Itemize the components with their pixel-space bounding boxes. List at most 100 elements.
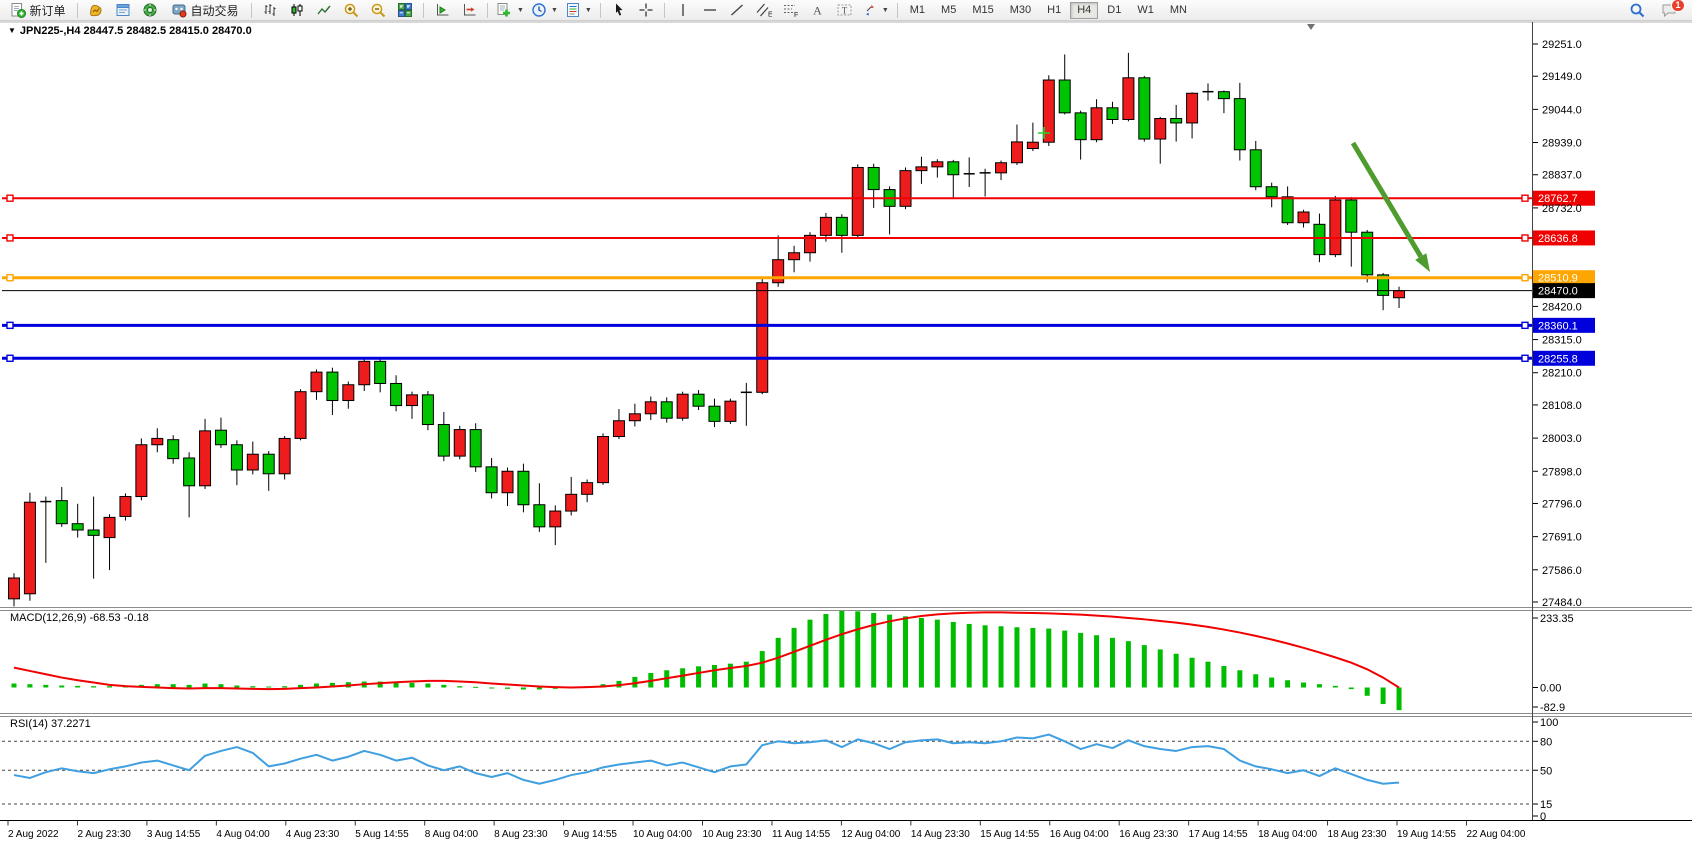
- bid-price-label: 28470.0: [1538, 286, 1578, 298]
- periods-button[interactable]: ▼: [528, 0, 561, 21]
- bear-candle: [1313, 223, 1326, 256]
- plus-marker[interactable]: [1038, 127, 1050, 139]
- arrows-button[interactable]: ▼: [859, 0, 892, 21]
- line-handle[interactable]: [6, 274, 14, 282]
- arrows-dropdown-caret[interactable]: ▼: [881, 6, 889, 14]
- line-handle[interactable]: [1521, 354, 1529, 362]
- bear-candle: [87, 529, 100, 536]
- cursor-button[interactable]: [606, 0, 632, 21]
- text-button[interactable]: A: [805, 0, 831, 21]
- line-chart-button[interactable]: [311, 0, 337, 21]
- macd-histogram-bar: [759, 651, 765, 688]
- timeframe-h1[interactable]: H1: [1047, 3, 1062, 16]
- price-tick-label: 28108.0: [1542, 400, 1582, 412]
- timeframe-h4[interactable]: H4: [1070, 1, 1099, 19]
- bull-candle: [1042, 79, 1055, 143]
- tile-windows-button[interactable]: [392, 0, 418, 21]
- periods-dropdown-caret[interactable]: ▼: [550, 6, 558, 14]
- autotrading-icon: [172, 4, 187, 18]
- macd-histogram-bar: [871, 613, 877, 688]
- data-window-button[interactable]: [110, 0, 136, 21]
- line-handle[interactable]: [6, 234, 14, 242]
- navigator-button[interactable]: [137, 0, 163, 21]
- timeframe-m1[interactable]: M1: [909, 3, 926, 16]
- chart-shift-marker[interactable]: [1307, 24, 1315, 30]
- price-tick-label: 29251.0: [1542, 39, 1582, 51]
- trendline-button[interactable]: [724, 0, 750, 21]
- time-scale[interactable]: [0, 821, 1530, 845]
- line-handle[interactable]: [1521, 194, 1529, 202]
- bull-candle: [899, 170, 912, 207]
- line-handle[interactable]: [1521, 234, 1529, 242]
- bull-candle: [23, 501, 36, 595]
- templates-button[interactable]: ▼: [562, 0, 595, 21]
- timeframe-m30[interactable]: M30: [1009, 3, 1032, 16]
- bull-candle: [995, 162, 1008, 174]
- timeframe-d1[interactable]: D1: [1107, 3, 1122, 16]
- autotrading-button[interactable]: 自动交易: [164, 0, 246, 21]
- line-handle[interactable]: [1521, 274, 1529, 282]
- trend-arrow-head[interactable]: [1415, 253, 1430, 272]
- horizontal-line-button[interactable]: [697, 0, 723, 21]
- equidistant-channel-icon: E: [756, 3, 772, 18]
- bid-price-label-box: [1533, 283, 1595, 299]
- line-handle[interactable]: [6, 321, 14, 330]
- macd-histogram-bar: [1348, 687, 1354, 690]
- price-tick-label: 28315.0: [1542, 335, 1582, 347]
- vertical-line-button[interactable]: [670, 0, 696, 21]
- new-order-button[interactable]: 新订单: [4, 0, 72, 21]
- fibonacci-button[interactable]: F: [778, 0, 804, 21]
- level-price-label-box: [1533, 230, 1595, 246]
- text-label-button[interactable]: T: [832, 0, 858, 21]
- crosshair-icon: [639, 3, 653, 17]
- symbol-header[interactable]: ▼ JPN225-,H4 28447.5 28482.5 28415.0 284…: [8, 25, 252, 37]
- line-handle[interactable]: [1521, 321, 1529, 330]
- macd-histogram-bar: [234, 685, 240, 688]
- doji-candle: [1202, 90, 1214, 93]
- bull-candle: [1010, 141, 1023, 164]
- bull-candle: [501, 470, 514, 494]
- timeframe-w1[interactable]: W1: [1137, 3, 1154, 16]
- bull-candle: [8, 577, 20, 600]
- market-watch-button[interactable]: [83, 0, 109, 21]
- bull-candle: [199, 430, 212, 487]
- price-scale[interactable]: [1533, 22, 1692, 820]
- macd-histogram-bar: [1396, 687, 1402, 711]
- line-handle[interactable]: [6, 354, 14, 362]
- line-handle[interactable]: [6, 194, 14, 202]
- macd-histogram-bar: [1380, 687, 1386, 705]
- doji-candle: [979, 172, 991, 174]
- chart-background: [0, 21, 1692, 845]
- trend-arrow-line[interactable]: [1350, 141, 1423, 258]
- bear-candle: [660, 401, 673, 419]
- symbol-dropdown-icon[interactable]: ▼: [8, 26, 16, 35]
- chart-shift-button[interactable]: [456, 0, 482, 21]
- zoom-in-button[interactable]: [338, 0, 364, 21]
- bar-chart-button[interactable]: [257, 0, 283, 21]
- time-tick-label: 15 Aug 14:55: [980, 829, 1039, 840]
- candlestick-chart-button[interactable]: [284, 0, 310, 21]
- timeframe-m5[interactable]: M5: [941, 3, 957, 16]
- equidistant-channel-button[interactable]: E: [751, 0, 777, 21]
- macd-indicator-label: MACD(12,26,9) -68.53 -0.18: [10, 612, 149, 624]
- templates-dropdown-caret[interactable]: ▼: [584, 6, 592, 14]
- indicators-dropdown-caret[interactable]: ▼: [517, 6, 524, 14]
- crosshair-button[interactable]: [633, 0, 659, 21]
- bull-candle: [1122, 77, 1135, 120]
- macd-signal-line: [13, 611, 1400, 691]
- svg-text:T: T: [842, 6, 848, 16]
- zoom-out-button[interactable]: [365, 0, 391, 21]
- auto-scroll-button[interactable]: [429, 0, 455, 21]
- macd-histogram-bar: [186, 684, 192, 688]
- notifications-button[interactable]: 1: [1656, 0, 1685, 21]
- bull-candle: [453, 429, 466, 457]
- indicators-button[interactable]: ▼: [493, 0, 527, 21]
- bull-candle: [772, 259, 785, 284]
- timeframe-mn[interactable]: MN: [1169, 3, 1187, 16]
- bear-candle: [183, 457, 196, 487]
- bull-candle: [676, 393, 689, 419]
- search-button[interactable]: [1624, 0, 1650, 21]
- timeframe-m15[interactable]: M15: [972, 3, 994, 16]
- macd-histogram-bar: [1141, 645, 1147, 688]
